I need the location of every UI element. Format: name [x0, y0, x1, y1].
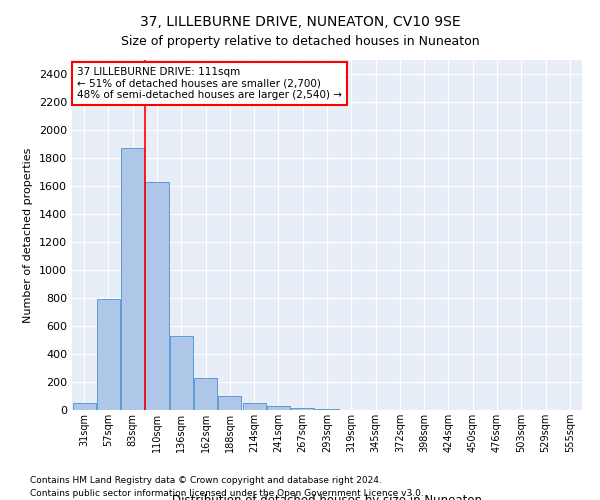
Text: Contains HM Land Registry data © Crown copyright and database right 2024.: Contains HM Land Registry data © Crown c… — [30, 476, 382, 485]
Text: Size of property relative to detached houses in Nuneaton: Size of property relative to detached ho… — [121, 35, 479, 48]
Bar — [218, 396, 241, 410]
Text: Contains public sector information licensed under the Open Government Licence v3: Contains public sector information licen… — [30, 488, 424, 498]
Bar — [242, 403, 266, 410]
Bar — [73, 403, 95, 410]
X-axis label: Distribution of detached houses by size in Nuneaton: Distribution of detached houses by size … — [172, 494, 482, 500]
Bar — [194, 378, 217, 410]
Bar — [291, 408, 314, 410]
Bar — [145, 182, 169, 410]
Bar — [267, 406, 290, 410]
Bar — [97, 300, 120, 410]
Bar — [121, 148, 144, 410]
Bar — [170, 336, 193, 410]
Text: 37, LILLEBURNE DRIVE, NUNEATON, CV10 9SE: 37, LILLEBURNE DRIVE, NUNEATON, CV10 9SE — [140, 15, 460, 29]
Text: 37 LILLEBURNE DRIVE: 111sqm
← 51% of detached houses are smaller (2,700)
48% of : 37 LILLEBURNE DRIVE: 111sqm ← 51% of det… — [77, 67, 342, 100]
Y-axis label: Number of detached properties: Number of detached properties — [23, 148, 34, 322]
